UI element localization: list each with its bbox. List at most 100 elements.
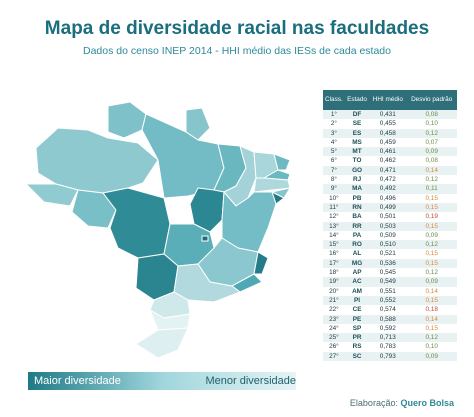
- table-row: 18° AP 0,545 0,12: [323, 268, 457, 277]
- dev-cell: 0,12: [425, 176, 438, 184]
- dev-cell: 0,10: [425, 343, 438, 351]
- dev-cell: 0,15: [406, 258, 457, 269]
- dev-cell: 0,15: [425, 250, 438, 258]
- table-row: 27° SC 0,793 0,09: [323, 351, 457, 362]
- table-row: 1° DF 0,431 0,08: [323, 110, 457, 120]
- state-cell: ES: [344, 128, 370, 138]
- state-ES[interactable]: [253, 251, 269, 275]
- dev-cell: 0,14: [425, 287, 438, 295]
- dev-cell: 0,15: [406, 202, 457, 213]
- table-row: 22° CE 0,574 0,18: [323, 305, 457, 314]
- table-row: 15° RO 0,510 0,12: [323, 240, 457, 250]
- rank-cell: 13°: [323, 221, 345, 231]
- state-MT[interactable]: [102, 187, 171, 259]
- state-cell: MT: [344, 147, 370, 157]
- rank-cell: 11°: [323, 202, 345, 213]
- hhi-cell: 0,492: [369, 184, 407, 194]
- hhi-cell: 0,496: [379, 194, 396, 202]
- dev-cell: 0,15: [406, 295, 457, 306]
- rank-cell: 25°: [323, 333, 345, 343]
- state-cell: SE: [352, 120, 362, 128]
- legend-low-diversity-label: Menor diversidade: [205, 375, 297, 387]
- dev-cell: 0,08: [406, 110, 457, 120]
- dev-cell: 0,09: [406, 277, 457, 287]
- state-cell: RR: [344, 221, 370, 231]
- state-RS[interactable]: [135, 327, 189, 358]
- table-row: 20° AM 0,551 0,14: [323, 287, 457, 296]
- rank-cell: 16°: [329, 250, 339, 258]
- table-row: 16° AL 0,521 0,15: [323, 249, 457, 258]
- rank-cell: 14°: [329, 231, 339, 239]
- hhi-cell: 0,552: [369, 295, 407, 306]
- table-row: 9° MA 0,492 0,11: [323, 184, 457, 194]
- rank-cell: 19°: [323, 277, 345, 287]
- state-BA[interactable]: [221, 191, 277, 253]
- rank-cell: 5°: [323, 147, 345, 157]
- dev-cell: 0,18: [425, 306, 438, 314]
- state-cell: RN: [344, 202, 370, 213]
- state-cell: DF: [344, 110, 370, 120]
- rank-cell: 6°: [330, 157, 337, 165]
- hhi-cell: 0,510: [369, 240, 407, 250]
- table-row: 26° RS 0,783 0,10: [323, 342, 457, 351]
- state-DF[interactable]: [201, 235, 209, 242]
- hhi-cell: 0,713: [369, 333, 407, 343]
- rank-cell: 23°: [323, 314, 345, 324]
- hhi-cell: 0,503: [369, 221, 407, 231]
- ranking-table: Class. Estado HHI médio Desvio padrão 1°…: [323, 90, 457, 362]
- state-cell: AM: [352, 287, 363, 295]
- hhi-cell: 0,471: [369, 165, 407, 176]
- state-SC[interactable]: [149, 309, 191, 331]
- table-row: 10° PB 0,496 0,15: [323, 194, 457, 203]
- table-row: 21° PI 0,552 0,15: [323, 295, 457, 306]
- state-AP[interactable]: [185, 107, 211, 141]
- state-PE[interactable]: [253, 177, 291, 193]
- state-RN[interactable]: [273, 153, 291, 171]
- hhi-cell: 0,592: [379, 324, 396, 332]
- dev-cell: 0,15: [425, 324, 438, 332]
- dev-cell: 0,12: [425, 269, 438, 277]
- table-row: 7° GO 0,471 0,14: [323, 165, 457, 176]
- state-cell: MS: [352, 138, 362, 146]
- header-dev: Desvio padrão: [406, 90, 457, 110]
- rank-cell: 22°: [329, 306, 339, 314]
- hhi-cell: 0,501: [379, 213, 396, 221]
- hhi-cell: 0,549: [369, 277, 407, 287]
- rank-cell: 7°: [323, 165, 345, 176]
- hhi-cell: 0,793: [369, 351, 407, 362]
- state-cell: PB: [352, 194, 362, 202]
- state-cell: RS: [352, 343, 362, 351]
- state-AM[interactable]: [35, 127, 159, 194]
- rank-cell: 1°: [323, 110, 345, 120]
- hhi-cell: 0,588: [369, 314, 407, 324]
- rank-cell: 21°: [323, 295, 345, 306]
- state-cell: AC: [344, 277, 370, 287]
- state-AC[interactable]: [25, 183, 79, 207]
- rank-cell: 2°: [330, 120, 337, 128]
- state-TO[interactable]: [189, 187, 225, 233]
- table-row: 3° ES 0,458 0,12: [323, 128, 457, 138]
- dev-cell: 0,10: [425, 120, 438, 128]
- credit-prefix: Elaboração:: [349, 398, 398, 408]
- state-RR[interactable]: [107, 101, 147, 139]
- state-cell: PR: [344, 333, 370, 343]
- state-cell: BA: [352, 213, 362, 221]
- credit-line: Elaboração: Quero Bolsa: [350, 398, 454, 408]
- rank-cell: 8°: [330, 176, 337, 184]
- dev-cell: 0,15: [406, 221, 457, 231]
- state-cell: SC: [344, 351, 370, 362]
- dev-cell: 0,12: [406, 128, 457, 138]
- hhi-cell: 0,509: [379, 231, 396, 239]
- state-PA[interactable]: [141, 113, 225, 199]
- rank-cell: 26°: [329, 343, 339, 351]
- table-row: 23° PE 0,588 0,14: [323, 314, 457, 324]
- table-row: 6° TO 0,462 0,08: [323, 156, 457, 165]
- dev-cell: 0,14: [406, 165, 457, 176]
- hhi-cell: 0,574: [379, 306, 396, 314]
- state-cell: RJ: [352, 176, 362, 184]
- brazil-map: [25, 101, 291, 358]
- rank-cell: 4°: [330, 138, 337, 146]
- header-state: Estado: [344, 90, 370, 110]
- dev-cell: 0,14: [406, 314, 457, 324]
- hhi-cell: 0,431: [369, 110, 407, 120]
